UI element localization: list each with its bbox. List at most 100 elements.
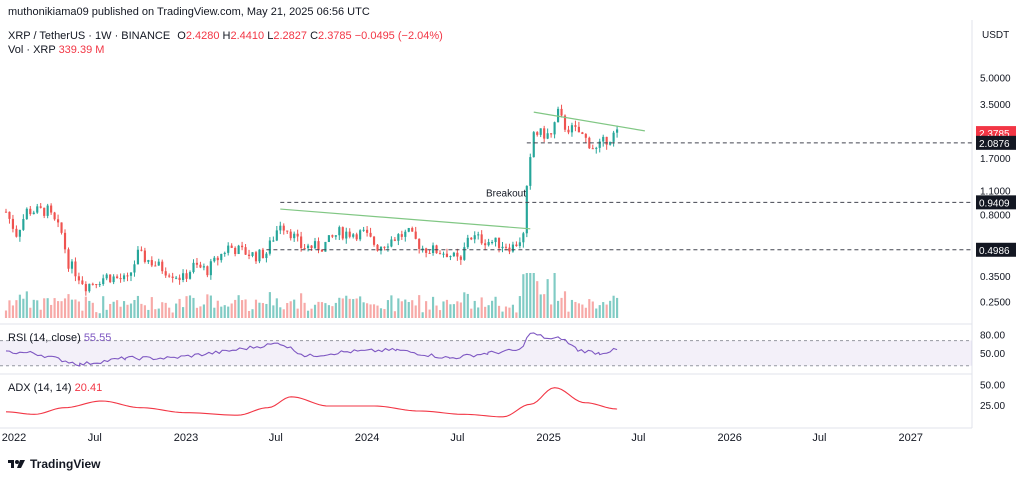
candle-body [539, 128, 542, 135]
candle-body [279, 225, 282, 231]
candle-body [223, 252, 226, 254]
symbol-title[interactable]: XRP / TetherUS · 1W · BINANCE [8, 30, 171, 42]
price-axis[interactable]: USDT 5.0000 3.5000 1.7000 1.1000 0.8000 0.3500… [976, 30, 1016, 412]
candle-body [508, 247, 511, 252]
candle-body [116, 276, 119, 279]
volume-bar [53, 298, 56, 318]
volume-bar [102, 296, 105, 318]
adx-tick-label: 25.00 [980, 401, 1005, 412]
adx-title[interactable]: ADX (14, 14) [8, 382, 72, 394]
volume-bar [279, 307, 282, 318]
volume-bar [60, 301, 63, 318]
candle-body [258, 249, 261, 262]
price-tick-label: 0.8000 [980, 210, 1011, 221]
price-tick-label: 5.0000 [980, 74, 1011, 85]
ohlc-h-value: 2.4410 [230, 30, 265, 42]
candle-body [296, 233, 299, 237]
volume-bar [501, 311, 504, 318]
rsi-title[interactable]: RSI (14, close) [8, 332, 81, 344]
volume-bar [487, 305, 490, 318]
volume-bar [8, 300, 11, 318]
candle-body [18, 229, 21, 237]
candle-body [181, 273, 185, 281]
volume-bar [536, 281, 539, 318]
candle-body [581, 132, 584, 135]
candle-body [525, 185, 528, 234]
candle-body [98, 284, 101, 286]
candle-body [386, 246, 390, 248]
candle-body [293, 233, 296, 239]
candle-body [15, 228, 18, 237]
volume-bar [369, 304, 372, 318]
volume-bar [268, 292, 271, 318]
candle-body [536, 132, 539, 135]
volume-bar [390, 295, 393, 318]
volume-bar [175, 303, 178, 318]
volume-bar [213, 307, 216, 318]
volume-bar [244, 299, 247, 318]
candle-body [171, 276, 174, 278]
candle-body [43, 207, 46, 216]
candle-body [605, 136, 608, 145]
volume-label[interactable]: Vol · XRP [8, 44, 56, 56]
adx-last-value: 20.41 [74, 382, 103, 394]
candle-body [567, 129, 570, 133]
volume-bar [36, 300, 39, 318]
volume-bar [88, 300, 91, 318]
candle-body [609, 141, 612, 145]
candle-body [202, 266, 205, 268]
volume-bar [74, 299, 77, 318]
volume-bar [157, 308, 160, 318]
candle-body [126, 275, 129, 277]
volume-bar [195, 307, 199, 318]
volume-bar [313, 304, 317, 318]
time-tick-label: 2027 [898, 432, 922, 444]
volume-bar [407, 302, 410, 318]
volume-bar [546, 279, 549, 318]
volume-bar [421, 312, 424, 318]
volume-bar [543, 294, 546, 318]
volume-bar [532, 273, 535, 318]
level-price-label: 0.9409 [979, 198, 1010, 209]
candle-body [556, 108, 560, 123]
candle-body [56, 219, 60, 223]
volume-bar [164, 302, 167, 318]
candle-body [313, 241, 317, 249]
volume-bar [202, 304, 205, 318]
candle-body [102, 278, 105, 285]
volume-bar [50, 304, 53, 318]
volume-bar [518, 296, 521, 318]
candle-body [88, 283, 91, 292]
volume-bar [32, 299, 35, 318]
volume-bar [150, 297, 153, 318]
candle-body [407, 227, 410, 232]
volume-bar [567, 311, 570, 318]
candle-body [4, 211, 8, 213]
tradingview-brand[interactable]: TradingView [8, 457, 100, 471]
candle-body [522, 233, 525, 243]
volume-bar [525, 273, 528, 318]
breakout-annotation: Breakout [486, 188, 526, 199]
candle-body [282, 225, 285, 231]
candle-body [393, 239, 396, 241]
candle-body [445, 253, 449, 257]
volume-bar [133, 299, 136, 318]
candle-body [577, 126, 580, 133]
volume-bar [414, 305, 417, 318]
volume-bar [473, 300, 476, 318]
volume-bar [393, 311, 396, 318]
volume-bar [112, 301, 115, 318]
candle-body [563, 115, 567, 130]
volume-bar [84, 296, 87, 318]
time-tick-label: 2023 [174, 432, 198, 444]
volume-bar [570, 299, 574, 318]
volume-bar [324, 303, 327, 318]
candle-body [32, 212, 35, 215]
volume-bar [63, 298, 67, 318]
volume-legend: Vol · XRP 339.39 M [8, 44, 104, 56]
time-axis[interactable]: 2022 Jul 2023 Jul 2024 Jul 2025 Jul 2026 Jul 2027 [2, 432, 923, 444]
candle-body [268, 240, 271, 254]
time-tick-label: Jul [631, 432, 645, 444]
candle-body [379, 246, 383, 251]
candle-body [310, 245, 313, 249]
